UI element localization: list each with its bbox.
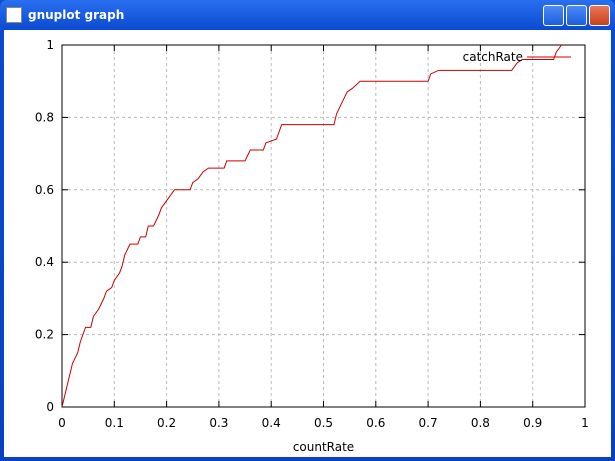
x-tick-label: 0.4: [262, 416, 281, 430]
x-tick-label: 1: [581, 416, 589, 430]
minimize-button[interactable]: [543, 5, 564, 26]
title-bar: gnuplot graph: [0, 0, 615, 30]
legend-label: catchRate: [463, 50, 523, 64]
y-tick-label: 0.4: [35, 255, 54, 269]
x-tick-label: 0.7: [419, 416, 438, 430]
x-tick-label: 0.3: [209, 416, 228, 430]
data-line: [61, 44, 562, 408]
y-tick-label: 0.6: [35, 183, 54, 197]
close-button[interactable]: [589, 5, 610, 26]
x-axis-label: countRate: [293, 440, 354, 454]
plot-border: [61, 44, 586, 408]
x-tick-label: 0.6: [366, 416, 385, 430]
x-tick-label: 0: [58, 416, 66, 430]
y-tick-label: 0: [46, 400, 54, 414]
window-title: gnuplot graph: [28, 8, 125, 22]
maximize-button[interactable]: [566, 5, 587, 26]
x-tick-label: 0.8: [471, 416, 490, 430]
client-area: 0 0.2 0.4 0.6 0.8 1 0 0.1 0.2 0.3 0.4 0.5 0.6 0.7 0.8 0…: [4, 30, 611, 457]
x-tick-label: 0.1: [105, 416, 124, 430]
x-tick-label: 0.2: [157, 416, 176, 430]
x-tick-label: 0.9: [523, 416, 542, 430]
y-tick-label: 1: [46, 38, 54, 52]
y-tick-label: 0.2: [35, 328, 54, 342]
y-tick-label: 0.8: [35, 110, 54, 124]
app-icon: [6, 7, 22, 23]
x-tick-label: 0.5: [314, 416, 333, 430]
chart: 0 0.2 0.4 0.6 0.8 1 0 0.1 0.2 0.3 0.4 0.5 0.6 0.7 0.8 0…: [35, 38, 589, 454]
